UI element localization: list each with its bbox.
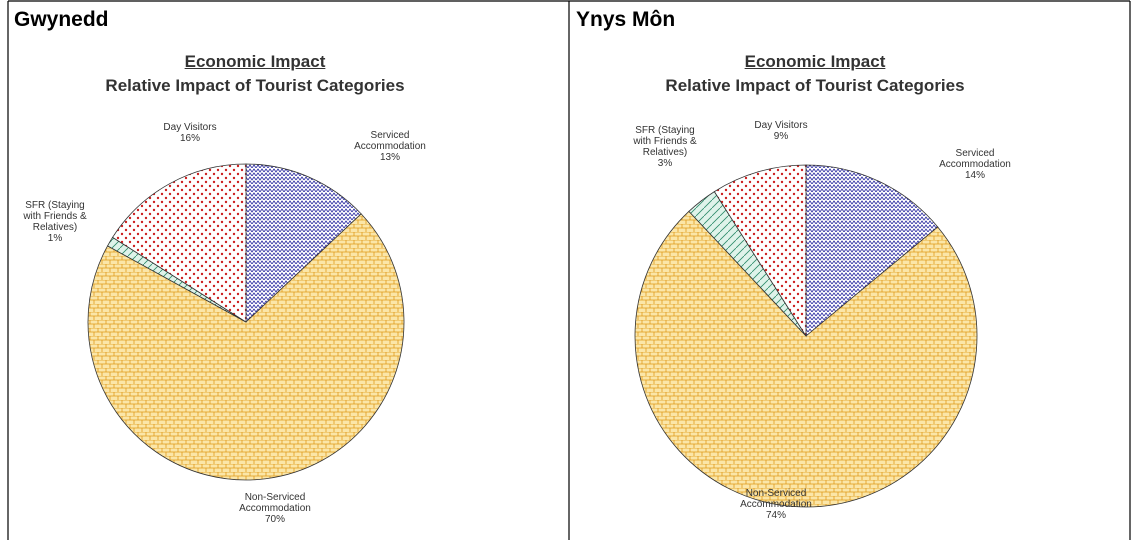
slice-label: Serviced Accommodation 14%	[930, 148, 1020, 181]
chart-title-text: Economic Impact	[744, 52, 886, 71]
chart-title-text: Economic Impact	[184, 52, 326, 71]
slice-value: 74%	[765, 510, 786, 521]
pie-slice	[713, 164, 807, 338]
slice-category: Serviced Accommodation	[354, 130, 426, 152]
cell-header: Ynys Môn	[576, 8, 676, 31]
slice-value: 13%	[379, 152, 400, 163]
pie-slice	[87, 213, 405, 481]
slice-value: 16%	[179, 133, 200, 144]
slice-value: 70%	[264, 514, 285, 525]
pie-slice	[634, 210, 978, 508]
cell-header: Gwynedd	[14, 8, 109, 31]
slice-value: 9%	[773, 131, 789, 142]
slice-label: Day Visitors 16%	[150, 122, 230, 144]
slice-label: Serviced Accommodation 13%	[345, 130, 435, 163]
slice-value: 1%	[47, 233, 63, 244]
chart-title: Economic Impact	[55, 52, 455, 72]
slice-value: 14%	[964, 170, 985, 181]
slice-category: Non-Serviced Accommodation	[740, 488, 812, 510]
slice-label: Non-Serviced Accommodation 70%	[225, 492, 325, 525]
slice-category: Non-Serviced Accommodation	[239, 492, 311, 514]
chart-title: Economic Impact	[615, 52, 1015, 72]
slice-label: SFR (Staying with Friends & Relatives) 3%	[628, 125, 703, 169]
pie-slice	[112, 163, 247, 323]
chart-subtitle: Relative Impact of Tourist Categories	[105, 76, 405, 95]
pie-slice	[245, 163, 362, 323]
slice-category: SFR (Staying with Friends & Relatives)	[633, 125, 697, 158]
slice-category: SFR (Staying with Friends & Relatives)	[23, 200, 87, 233]
chart-subtitle: Relative Impact of Tourist Categories	[665, 76, 965, 95]
slice-value: 3%	[657, 158, 673, 169]
slice-label: Non-Serviced Accommodation 74%	[726, 488, 826, 521]
slice-category: Serviced Accommodation	[939, 148, 1011, 170]
pie-slice	[805, 164, 939, 337]
slice-label: Day Visitors 9%	[741, 120, 821, 142]
slice-category: Day Visitors	[754, 120, 808, 131]
slice-category: Day Visitors	[163, 122, 217, 133]
slice-label: SFR (Staying with Friends & Relatives) 1%	[18, 200, 93, 244]
